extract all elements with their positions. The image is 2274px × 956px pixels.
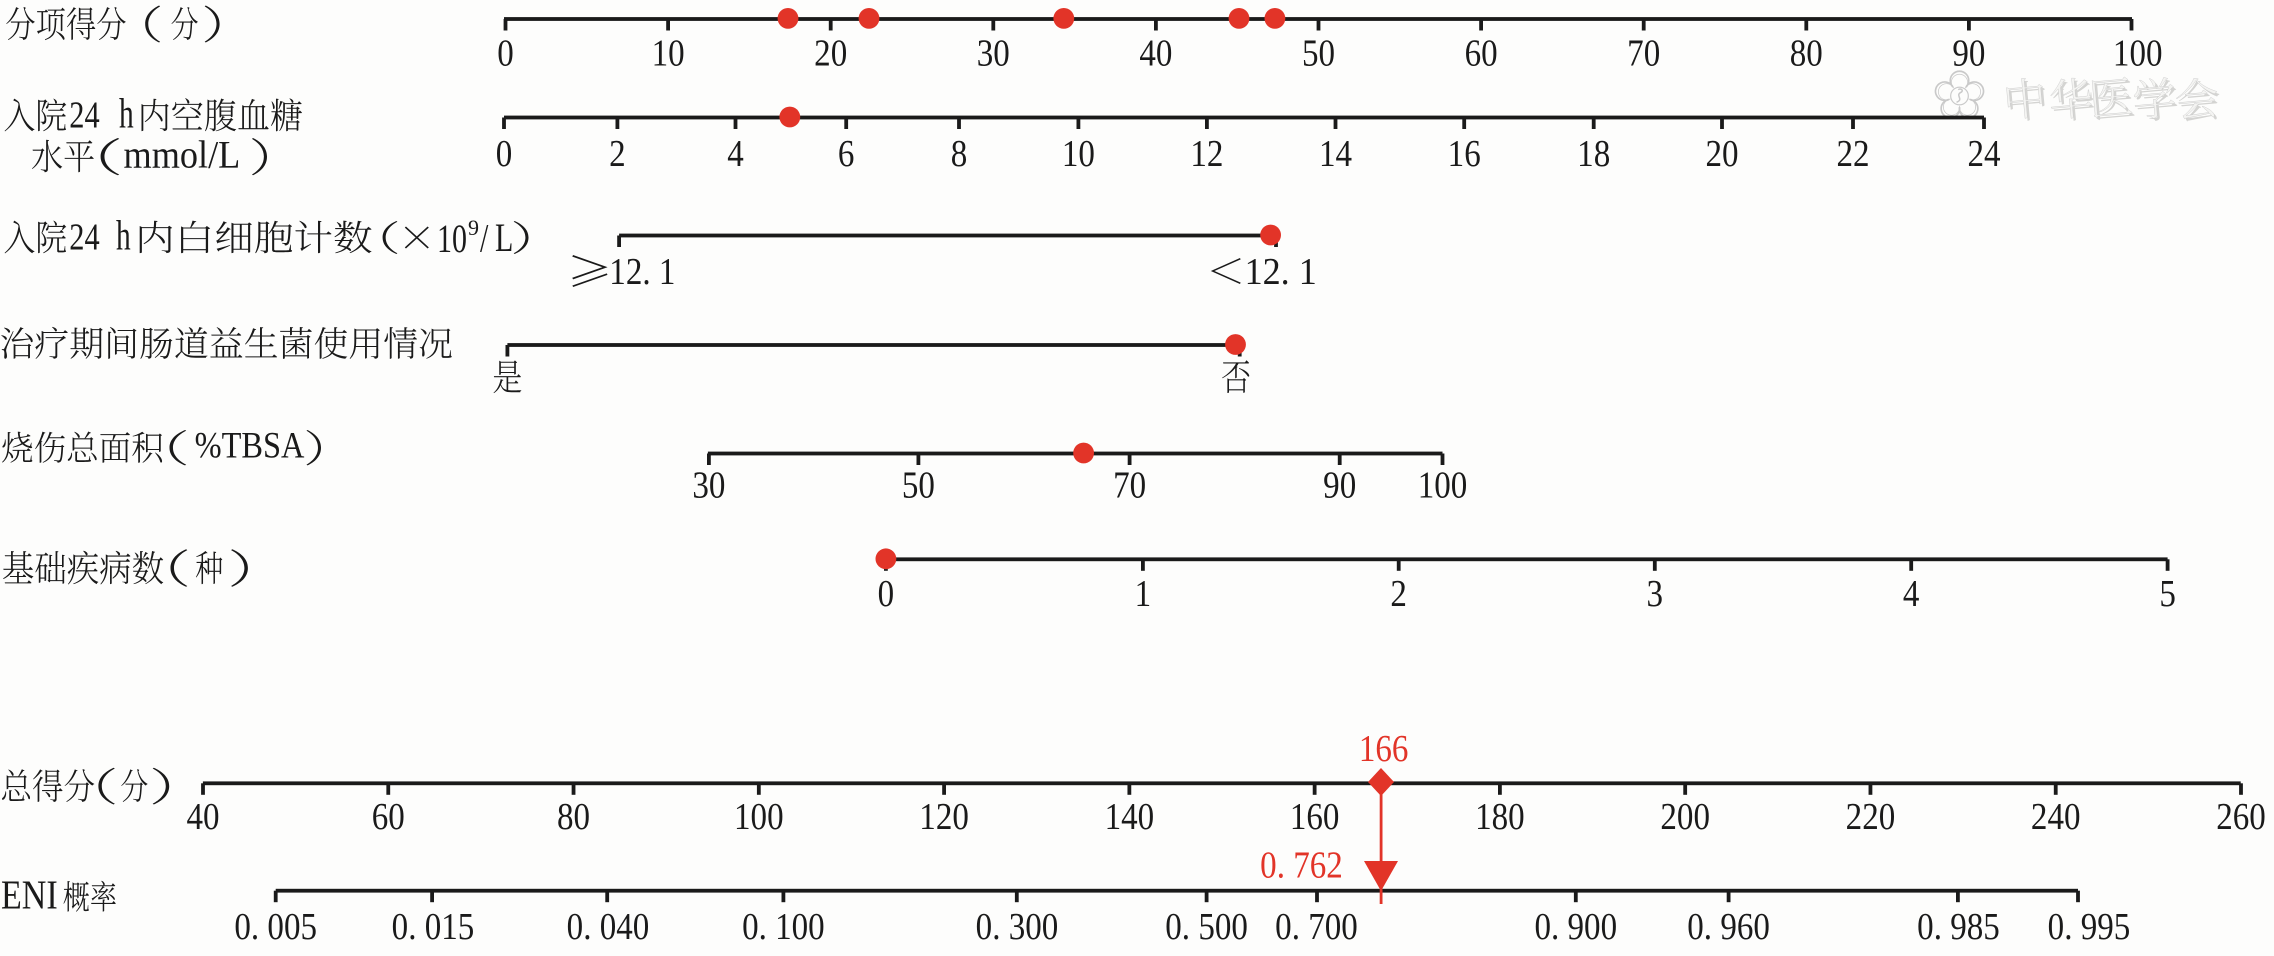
svg-text:0. 040: 0. 040 — [567, 905, 650, 948]
svg-text:h: h — [116, 212, 131, 258]
svg-text:8: 8 — [951, 132, 968, 175]
svg-text:0. 015: 0. 015 — [392, 905, 475, 948]
svg-text:90: 90 — [1952, 31, 1985, 74]
svg-text:6: 6 — [838, 132, 855, 175]
svg-text:260: 260 — [2216, 795, 2266, 838]
svg-text:ENI: ENI — [1, 873, 58, 919]
svg-text:70: 70 — [1627, 31, 1660, 74]
svg-text:0. 900: 0. 900 — [1534, 905, 1617, 948]
svg-text:140: 140 — [1105, 795, 1155, 838]
svg-text:180: 180 — [1475, 795, 1525, 838]
svg-text:12. 1: 12. 1 — [1245, 251, 1317, 293]
svg-text:12: 12 — [1190, 132, 1223, 175]
svg-text:200: 200 — [1660, 795, 1710, 838]
svg-text:10: 10 — [1062, 132, 1095, 175]
svg-text:30: 30 — [977, 31, 1010, 74]
svg-text:70: 70 — [1113, 463, 1146, 506]
svg-text:0. 762: 0. 762 — [1260, 843, 1343, 886]
svg-text:0. 005: 0. 005 — [234, 905, 317, 948]
svg-text:0: 0 — [878, 572, 895, 615]
svg-text:14: 14 — [1319, 132, 1352, 175]
svg-text:9: 9 — [468, 215, 479, 240]
svg-text:0. 995: 0. 995 — [2048, 905, 2131, 948]
svg-text:5: 5 — [2159, 572, 2176, 615]
svg-text:50: 50 — [1302, 31, 1335, 74]
svg-text:4: 4 — [1903, 572, 1920, 615]
svg-text:0. 985: 0. 985 — [1917, 905, 2000, 948]
svg-text:60: 60 — [1465, 31, 1498, 74]
svg-text:50: 50 — [902, 463, 935, 506]
svg-text:12. 1: 12. 1 — [609, 250, 675, 293]
svg-text:0. 300: 0. 300 — [976, 905, 1059, 948]
svg-text:1: 1 — [1135, 572, 1152, 615]
svg-text:0: 0 — [497, 31, 514, 74]
svg-text:10: 10 — [437, 216, 467, 261]
svg-text:160: 160 — [1290, 795, 1340, 838]
svg-text:24: 24 — [69, 216, 99, 258]
svg-text:2: 2 — [1390, 572, 1407, 615]
svg-text:90: 90 — [1323, 463, 1356, 506]
svg-text:40: 40 — [1139, 31, 1172, 74]
svg-text:3: 3 — [1647, 572, 1664, 615]
svg-text:240: 240 — [2031, 795, 2081, 838]
svg-text:22: 22 — [1836, 132, 1869, 175]
svg-text:20: 20 — [814, 31, 847, 74]
svg-text:%TBSA: %TBSA — [195, 424, 305, 465]
svg-text:2: 2 — [609, 132, 626, 175]
svg-text:10: 10 — [652, 31, 685, 74]
svg-text:L: L — [495, 215, 513, 260]
svg-text:24: 24 — [1967, 132, 2000, 175]
svg-text:0. 960: 0. 960 — [1687, 905, 1770, 948]
svg-text:0. 700: 0. 700 — [1275, 905, 1358, 948]
svg-text:mmol/L: mmol/L — [124, 133, 241, 176]
svg-text:100: 100 — [734, 795, 784, 838]
svg-text:16: 16 — [1448, 132, 1481, 175]
svg-text:100: 100 — [2113, 31, 2163, 74]
svg-text:/: / — [480, 215, 488, 260]
svg-text:0. 100: 0. 100 — [742, 905, 825, 948]
svg-text:80: 80 — [1790, 31, 1823, 74]
svg-text:20: 20 — [1705, 132, 1738, 175]
svg-text:24: 24 — [69, 94, 99, 136]
svg-text:220: 220 — [1846, 795, 1896, 838]
svg-text:4: 4 — [727, 132, 744, 175]
svg-text:0. 500: 0. 500 — [1165, 905, 1248, 948]
svg-text:166: 166 — [1359, 727, 1409, 770]
svg-text:40: 40 — [186, 795, 219, 838]
svg-text:120: 120 — [919, 795, 969, 838]
svg-text:100: 100 — [1418, 463, 1468, 506]
svg-text:30: 30 — [692, 463, 725, 506]
svg-text:0: 0 — [496, 132, 513, 175]
svg-text:80: 80 — [557, 795, 590, 838]
svg-text:h: h — [119, 90, 134, 136]
svg-text:60: 60 — [372, 795, 405, 838]
svg-text:18: 18 — [1577, 132, 1610, 175]
